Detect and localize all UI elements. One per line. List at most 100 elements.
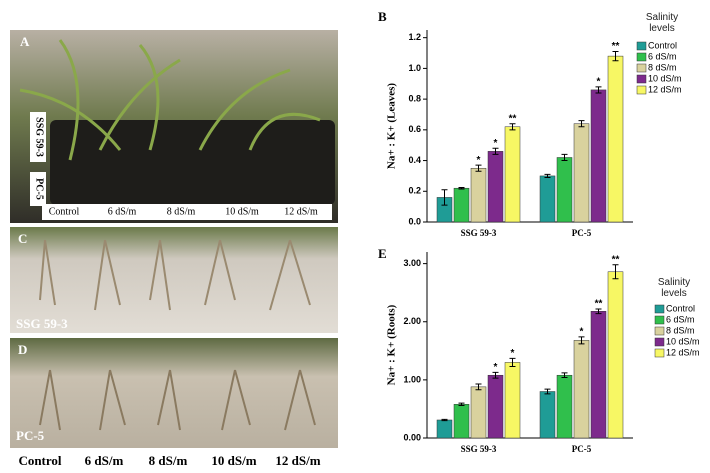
bar xyxy=(573,340,590,439)
legend-label: Control xyxy=(648,40,677,50)
bar xyxy=(487,151,504,223)
significance-mark: ** xyxy=(595,299,603,310)
significance-mark: ** xyxy=(612,254,620,265)
legend-label: Control xyxy=(666,303,695,313)
column-label: 6 dS/m xyxy=(108,206,137,217)
x-tick-label: SSG 59-3 xyxy=(461,228,497,238)
column-label: 6 dS/m xyxy=(85,453,124,468)
panel-label: E xyxy=(378,246,387,261)
roots xyxy=(39,239,311,311)
label-strip xyxy=(42,204,332,220)
legend-swatch xyxy=(636,41,647,51)
x-tick-label: PC-5 xyxy=(572,228,592,238)
y-tick-label: 1.0 xyxy=(408,63,421,73)
legend-label: 8 dS/m xyxy=(666,325,695,335)
legend-label: 6 dS/m xyxy=(648,51,677,61)
error-bar xyxy=(612,51,619,62)
legend-title: Salinity levels xyxy=(645,12,679,34)
significance-mark: * xyxy=(494,362,498,373)
y-tick-label: 0.2 xyxy=(408,186,421,196)
significance-mark: ** xyxy=(509,113,517,124)
error-bar xyxy=(595,308,602,315)
significance-mark: * xyxy=(511,348,515,359)
bar xyxy=(470,167,487,223)
bar xyxy=(470,386,487,439)
legend-label: 10 dS/m xyxy=(666,336,700,346)
bar xyxy=(504,126,521,223)
legend-label: 12 dS/m xyxy=(666,347,700,357)
legend-swatch xyxy=(654,337,665,347)
column-label: Control xyxy=(49,206,80,217)
y-tick-label: 1.2 xyxy=(408,32,421,42)
y-tick-label: 0.0 xyxy=(408,216,421,226)
bar xyxy=(556,374,573,439)
pots xyxy=(50,120,335,205)
legend-swatch xyxy=(654,315,665,325)
y-tick-label: 1.00 xyxy=(403,374,421,384)
y-tick-label: 0.4 xyxy=(408,155,421,165)
bar xyxy=(504,362,521,439)
error-bar xyxy=(509,123,516,131)
panel-label: C xyxy=(18,231,27,246)
legend-label: 12 dS/m xyxy=(648,84,682,94)
x-tick-label: SSG 59-3 xyxy=(461,444,497,454)
label-box xyxy=(30,172,46,206)
significance-mark: * xyxy=(580,327,584,338)
legend-swatch xyxy=(636,74,647,84)
y-tick-label: 0.8 xyxy=(408,93,421,103)
significance-mark: * xyxy=(494,138,498,149)
error-bar xyxy=(544,388,551,395)
y-tick-label: 3.00 xyxy=(403,258,421,268)
column-label: 12 dS/m xyxy=(275,453,320,468)
legend-label: 10 dS/m xyxy=(648,73,682,83)
row-label: PC-5 xyxy=(34,178,45,200)
y-axis-label: Na+ : K+ (Leaves) xyxy=(386,83,398,169)
column-label: 12 dS/m xyxy=(284,206,318,217)
column-label-row: Control 6 dS/m 8 dS/m 10 dS/m 12 dS/m xyxy=(42,204,332,220)
panel-label: D xyxy=(18,342,27,357)
error-bar xyxy=(561,372,568,379)
error-bar xyxy=(595,86,602,94)
error-bar xyxy=(561,153,568,162)
panel-caption: PC-5 xyxy=(16,428,45,443)
error-bar xyxy=(612,264,619,280)
legend-label: 8 dS/m xyxy=(648,62,677,72)
error-bar xyxy=(492,147,499,155)
legend-swatch xyxy=(654,304,665,314)
legend-swatch xyxy=(636,52,647,62)
legend-label: 6 dS/m xyxy=(666,314,695,324)
column-label: 8 dS/m xyxy=(149,453,188,468)
roots xyxy=(39,369,316,431)
bar xyxy=(556,157,573,223)
column-label: Control xyxy=(18,453,61,468)
legend-swatch xyxy=(654,348,665,358)
error-bar xyxy=(509,357,516,368)
y-tick-label: 0.6 xyxy=(408,124,421,134)
bar xyxy=(590,311,607,439)
bar xyxy=(573,123,590,223)
leaves xyxy=(19,39,321,161)
error-bar xyxy=(578,120,585,128)
error-bar xyxy=(458,186,465,190)
bar xyxy=(607,55,624,223)
x-tick-label: PC-5 xyxy=(572,444,592,454)
panel-label: A xyxy=(20,34,30,49)
bar xyxy=(539,391,556,439)
column-label: 8 dS/m xyxy=(167,206,196,217)
bar xyxy=(453,187,470,223)
legend-title: Salinity levels xyxy=(657,277,691,299)
significance-mark: * xyxy=(597,76,601,87)
error-bar xyxy=(578,336,585,345)
error-bar xyxy=(475,383,482,391)
significance-mark: * xyxy=(477,155,481,166)
bar xyxy=(453,404,470,439)
bar xyxy=(487,374,504,439)
panel-caption: SSG 59-3 xyxy=(16,316,68,331)
bar xyxy=(539,175,556,223)
column-label: 10 dS/m xyxy=(225,206,259,217)
bar xyxy=(590,89,607,223)
error-bar xyxy=(458,402,465,406)
y-axis-label: Na+ : K+ (Roots) xyxy=(386,304,398,385)
